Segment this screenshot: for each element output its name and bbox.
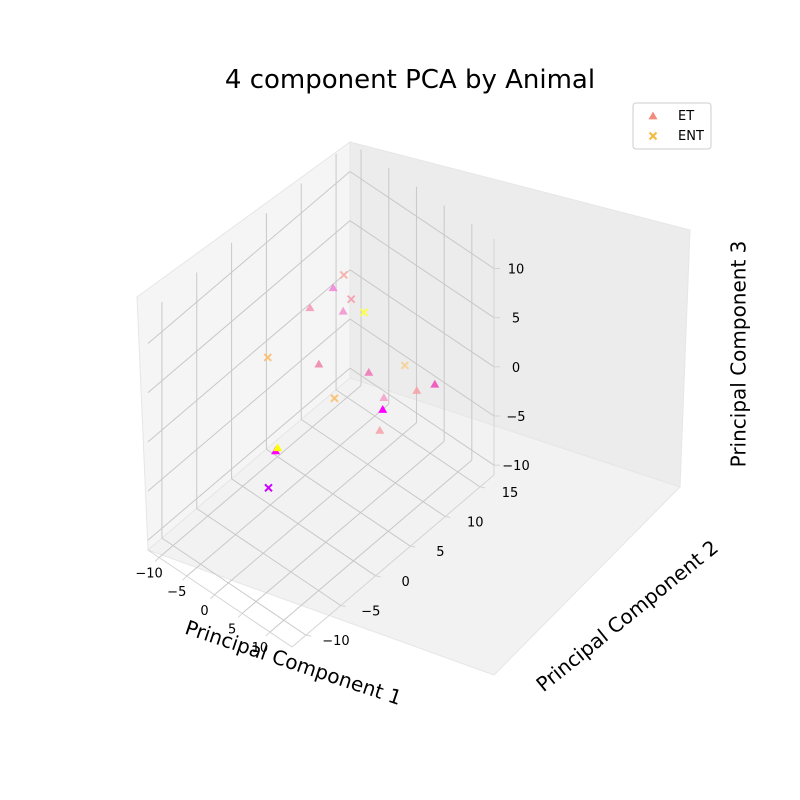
z-gridline-back [349, 269, 495, 368]
data-point-et [328, 283, 338, 292]
data-point-et [375, 425, 385, 434]
y-gridline-floor [335, 389, 481, 488]
z-tick-labels: −10 −5 0 5 10 [494, 263, 530, 474]
y-axis-line [291, 474, 495, 648]
data-point-et [364, 367, 374, 376]
x-tick-labels: −10 −5 0 5 10 [135, 557, 271, 656]
x-marker-stroke [359, 308, 369, 317]
y-tick-label: −5 [361, 604, 380, 619]
data-point-et [379, 393, 389, 402]
z-gridline-left [147, 269, 351, 443]
data-point-et [338, 306, 348, 315]
x-tick-label: 5 [228, 622, 236, 637]
legend-marker-ent [648, 131, 658, 141]
x-tick-mark [237, 613, 243, 618]
y-tick-label: −10 [322, 634, 349, 649]
data-points [263, 270, 440, 493]
z-tick-label: 10 [508, 263, 525, 278]
x-tick-label: 0 [200, 604, 208, 619]
y-gridline-floor [231, 478, 376, 577]
data-point-et [314, 359, 324, 368]
z-gridline-left [147, 367, 351, 541]
x-gridline-floor [186, 403, 390, 577]
z-tick-label: 0 [512, 361, 520, 376]
data-point-et [412, 386, 422, 394]
z-gridline-left [147, 220, 351, 394]
data-point-et [430, 379, 440, 388]
x-marker-stroke [264, 483, 273, 493]
z-gridline-back [349, 220, 495, 319]
y-tick-label: 10 [467, 516, 484, 531]
z-tick-label: 5 [512, 312, 520, 327]
data-point-ent [263, 353, 272, 362]
y-tick-mark [305, 634, 312, 637]
data-point-ent [339, 270, 349, 280]
data-point-ent [264, 483, 273, 493]
legend-markers [648, 111, 658, 141]
y-tick-label: 15 [502, 486, 519, 501]
z-gridline-left [147, 318, 351, 492]
floor-pane [147, 377, 681, 676]
x-gridline-floor [158, 385, 362, 558]
x-marker-stroke [648, 131, 658, 141]
x-tick-label: −10 [135, 566, 162, 581]
y-gridline-floor [161, 537, 307, 636]
z-gridline-back [349, 171, 495, 269]
y-tick-mark [375, 575, 381, 578]
y-gridline-floor [266, 448, 411, 547]
y-tick-labels: −10 −5 0 5 10 15 [305, 486, 519, 649]
z-axis-label: Principal Component 3 [727, 241, 751, 468]
data-point-ent [359, 308, 369, 317]
z-gridline-left [147, 171, 351, 344]
x-gridline-floor [241, 441, 445, 614]
data-point-ent [400, 361, 410, 370]
x-marker-stroke [400, 361, 410, 370]
x-tick-mark [210, 594, 215, 600]
x-marker-stroke [346, 294, 356, 304]
legend-marker-et [648, 111, 658, 120]
x-tick-mark [182, 575, 188, 581]
data-point-et [378, 405, 388, 413]
x-marker-stroke [339, 270, 349, 280]
x-marker-stroke [263, 353, 272, 362]
x-tick-label: 10 [252, 641, 269, 656]
x-tick-mark [154, 557, 160, 562]
y-gridline-floor [196, 508, 342, 606]
y-tick-mark [410, 545, 416, 548]
legend-label-et: ET [678, 109, 694, 124]
x-marker-stroke [330, 394, 339, 403]
y-tick-mark [340, 604, 346, 607]
z-tick-label: −5 [506, 410, 525, 425]
x-tick-label: −5 [167, 585, 186, 600]
grid-lines [147, 149, 495, 636]
y-tick-mark [445, 516, 451, 519]
x-axis-line [147, 549, 293, 648]
z-tick-label: −10 [502, 459, 529, 474]
legend-label-ent: ENT [678, 129, 704, 144]
y-gridline-floor [300, 419, 446, 517]
x-gridline-floor [214, 422, 417, 596]
data-point-ent [346, 294, 356, 304]
x-tick-mark [265, 631, 271, 637]
data-point-et [305, 303, 315, 312]
y-tick-label: 0 [401, 575, 409, 590]
data-point-ent [330, 394, 339, 403]
x-gridline-floor [269, 459, 473, 633]
axes [147, 239, 495, 648]
chart-title: 4 component PCA by Animal [225, 65, 595, 95]
y-tick-mark [479, 486, 486, 489]
legend: ET ENT [632, 102, 712, 150]
z-gridline-back [349, 318, 495, 417]
z-gridline-back [349, 367, 495, 466]
y-tick-label: 5 [436, 545, 444, 560]
data-point-et [273, 443, 283, 452]
